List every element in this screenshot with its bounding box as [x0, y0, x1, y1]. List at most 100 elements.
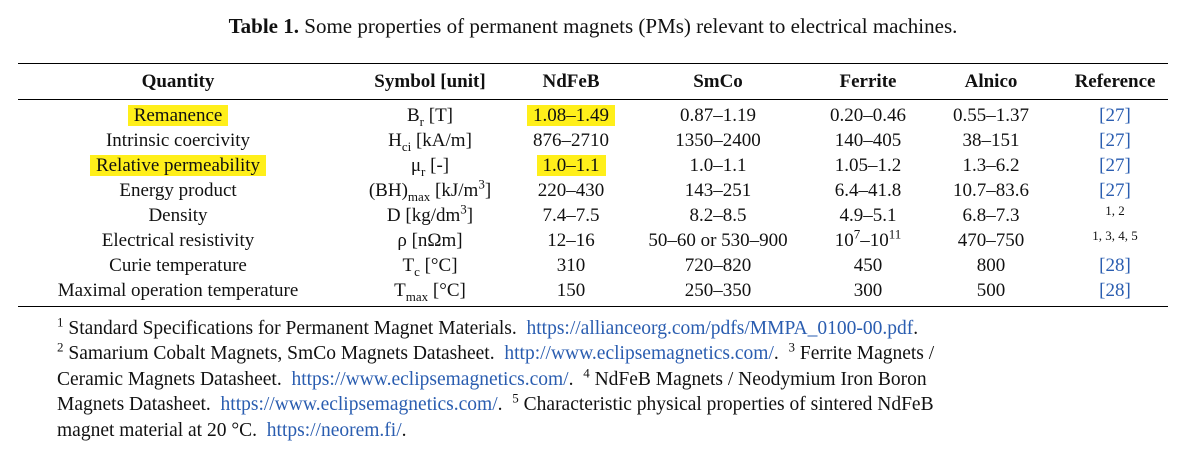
- superscript: 4: [583, 365, 590, 381]
- table-cell: 470–750: [920, 228, 1062, 253]
- table-cell: 0.55–1.37: [920, 100, 1062, 129]
- table-cell: 38–151: [920, 128, 1062, 153]
- table-cell: 12–16: [522, 228, 620, 253]
- highlighted-text: 1.0–1.1: [536, 155, 606, 176]
- superscript: 1, 2: [1105, 203, 1125, 218]
- table-cell: 8.2–8.5: [620, 203, 816, 228]
- column-header: Quantity: [18, 63, 338, 100]
- column-header: Ferrite: [816, 63, 920, 100]
- subscript: ci: [401, 138, 412, 154]
- footnote-line: 1 Standard Specifications for Permanent …: [57, 316, 934, 341]
- table-cell: 1350–2400: [620, 128, 816, 153]
- table-cell: Intrinsic coercivity: [18, 128, 338, 153]
- superscript: 2: [57, 339, 64, 355]
- text: Samarium Cobalt Magnets, SmCo Magnets Da…: [63, 343, 505, 365]
- table-cell: Tc [°C]: [338, 253, 522, 278]
- table-cell: 1.05–1.2: [816, 153, 920, 178]
- text: Intrinsic coercivity: [105, 130, 251, 151]
- highlighted-text: 1.08–1.49: [527, 105, 615, 126]
- link[interactable]: https://www.eclipsemagnetics.com/: [291, 368, 569, 390]
- link[interactable]: [28]: [1099, 280, 1131, 301]
- table-cell: [28]: [1062, 278, 1168, 307]
- link[interactable]: https://neorem.fi/: [266, 419, 402, 441]
- link[interactable]: https://allianceorg.com/pdfs/MMPA_0100-0…: [526, 318, 914, 339]
- table-cell: 1.08–1.49: [522, 100, 620, 129]
- link[interactable]: https://www.eclipsemagnetics.com/: [220, 394, 498, 416]
- link[interactable]: [27]: [1099, 155, 1131, 176]
- text: .: [401, 419, 407, 441]
- text: Energy product: [119, 180, 237, 201]
- table-cell: Maximal operation temperature: [18, 278, 338, 307]
- text: 876–2710: [533, 130, 609, 151]
- text: (BH): [368, 180, 408, 201]
- table-cell: Curie temperature: [18, 253, 338, 278]
- link[interactable]: [28]: [1099, 255, 1131, 276]
- table-cell: 6.4–41.8: [816, 178, 920, 203]
- text: μ: [410, 155, 422, 176]
- table-cell: 250–350: [620, 278, 816, 307]
- text: 8.2–8.5: [689, 205, 747, 226]
- table-cell: 107–1011: [816, 228, 920, 253]
- superscript: 3: [788, 339, 796, 355]
- superscript: 1, 3, 4, 5: [1092, 228, 1138, 243]
- table-cell: Electrical resistivity: [18, 228, 338, 253]
- text: 4.9–5.1: [839, 205, 897, 226]
- text: 300: [853, 280, 883, 301]
- text: ]: [466, 205, 474, 226]
- text: D [kg/dm: [386, 205, 461, 226]
- link[interactable]: [27]: [1099, 105, 1131, 126]
- text: Ceramic Magnets Datasheet.: [57, 368, 292, 390]
- text: 0.55–1.37: [953, 105, 1029, 126]
- text: 6.4–41.8: [834, 180, 902, 201]
- table-cell: D [kg/dm3]: [338, 203, 522, 228]
- table-row: Relative permeability μr [-] 1.0–1.1 1.0–1.…: [18, 153, 1168, 178]
- text: Standard Specifications for Permanent Ma…: [63, 318, 527, 339]
- column-header: Reference: [1062, 63, 1168, 100]
- table-cell: Tmax [°C]: [338, 278, 522, 307]
- text: 220–430: [537, 180, 605, 201]
- table-row: Maximal operation temperature Tmax [°C] 15…: [18, 278, 1168, 307]
- table-cell: 1.0–1.1: [620, 153, 816, 178]
- table-cell: Relative permeability: [18, 153, 338, 178]
- superscript: 1: [57, 314, 64, 330]
- link[interactable]: [27]: [1099, 130, 1131, 151]
- table-cell: 220–430: [522, 178, 620, 203]
- text: Maximal operation temperature: [57, 280, 299, 301]
- caption-label: Table 1.: [228, 14, 300, 38]
- text: 50–60 or 530–900: [648, 230, 788, 251]
- superscript: 3: [478, 176, 485, 192]
- text: ]: [484, 180, 492, 201]
- text: 10.7–83.6: [953, 180, 1029, 201]
- text: 143–251: [684, 180, 752, 201]
- text: 450: [853, 255, 883, 276]
- text: Characteristic physical properties of si…: [518, 394, 934, 416]
- column-header: Alnico: [920, 63, 1062, 100]
- text: .: [773, 343, 789, 365]
- text: 38–151: [962, 130, 1020, 151]
- text: [kA/m]: [411, 130, 472, 151]
- text: .: [913, 318, 919, 339]
- table-cell: 876–2710: [522, 128, 620, 153]
- subscript: r: [419, 113, 424, 129]
- text: [kJ/m: [430, 180, 479, 201]
- text: NdFeB Magnets / Neodymium Iron Boron: [589, 368, 927, 390]
- footnote-line: Magnets Datasheet. https://www.eclipsema…: [57, 392, 934, 417]
- table-cell: [28]: [1062, 253, 1168, 278]
- table-body: Remanence Br [T] 1.08–1.49 0.87–1.19 0.20–0.…: [18, 100, 1168, 307]
- table-caption: Table 1. Some properties of permanent ma…: [0, 14, 1186, 39]
- text: T: [402, 255, 415, 276]
- link[interactable]: [27]: [1099, 180, 1131, 201]
- subscript: max: [405, 288, 429, 304]
- text: Ferrite Magnets /: [795, 343, 935, 365]
- text: 0.87–1.19: [680, 105, 756, 126]
- text: T: [394, 280, 406, 301]
- text: [T]: [424, 105, 454, 126]
- text: –10: [860, 230, 889, 251]
- table-cell: 10.7–83.6: [920, 178, 1062, 203]
- text: .: [568, 368, 584, 390]
- link[interactable]: http://www.eclipsemagnetics.com/: [504, 343, 774, 365]
- footnote-line: 2 Samarium Cobalt Magnets, SmCo Magnets …: [57, 341, 934, 366]
- table-cell: 1.0–1.1: [522, 153, 620, 178]
- table-cell: 720–820: [620, 253, 816, 278]
